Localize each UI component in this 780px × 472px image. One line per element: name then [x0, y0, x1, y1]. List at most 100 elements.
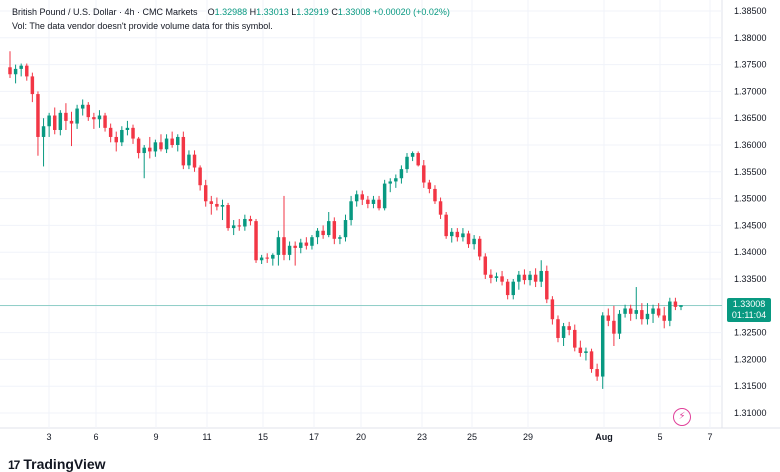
candle-body[interactable]: [103, 115, 107, 128]
candle-body[interactable]: [148, 147, 152, 152]
candle-body[interactable]: [304, 242, 309, 246]
candle-body[interactable]: [92, 117, 96, 120]
candle-body[interactable]: [181, 136, 186, 166]
candle-body[interactable]: [176, 136, 180, 145]
candle-body[interactable]: [444, 214, 448, 237]
tradingview-logo[interactable]: 17 TradingView: [8, 456, 106, 472]
candle-body[interactable]: [640, 310, 644, 320]
candle-body[interactable]: [8, 67, 12, 75]
candle-body[interactable]: [254, 221, 258, 261]
candle-body[interactable]: [483, 256, 488, 275]
candle-body[interactable]: [259, 257, 264, 261]
candle-body[interactable]: [645, 313, 650, 320]
candle-body[interactable]: [427, 182, 432, 189]
candle-body[interactable]: [349, 201, 353, 221]
candle-body[interactable]: [517, 274, 521, 282]
candle-body[interactable]: [366, 199, 370, 204]
candle-body[interactable]: [578, 347, 583, 353]
candle-body[interactable]: [522, 274, 527, 281]
candle-body[interactable]: [299, 242, 303, 248]
candle-body[interactable]: [382, 183, 387, 209]
candle-body[interactable]: [528, 274, 532, 281]
candle-body[interactable]: [600, 315, 605, 377]
candle-body[interactable]: [533, 274, 538, 282]
candle-body[interactable]: [114, 136, 118, 143]
candle-body[interactable]: [265, 257, 269, 259]
candle-body[interactable]: [539, 270, 543, 282]
candle-body[interactable]: [170, 138, 174, 145]
candle-body[interactable]: [377, 199, 381, 209]
candle-body[interactable]: [416, 153, 420, 166]
candle-body[interactable]: [326, 221, 331, 236]
candle-body[interactable]: [410, 153, 415, 157]
candle-body[interactable]: [52, 115, 57, 130]
candle-body[interactable]: [209, 201, 214, 204]
candle-body[interactable]: [612, 320, 616, 334]
candle-body[interactable]: [159, 142, 163, 150]
candle-body[interactable]: [338, 237, 342, 239]
candle-body[interactable]: [293, 245, 297, 248]
candle-body[interactable]: [634, 310, 639, 314]
candle-body[interactable]: [617, 313, 622, 334]
candle-body[interactable]: [628, 308, 633, 314]
candle-body[interactable]: [472, 238, 476, 245]
candle-body[interactable]: [422, 165, 426, 183]
candle-body[interactable]: [623, 308, 627, 314]
candle-body[interactable]: [164, 138, 169, 150]
candle-body[interactable]: [237, 225, 241, 227]
candle-body[interactable]: [108, 127, 113, 137]
candle-body[interactable]: [584, 351, 588, 353]
candle-body[interactable]: [215, 203, 219, 207]
candle-body[interactable]: [505, 281, 510, 296]
candle-body[interactable]: [595, 369, 599, 377]
candle-body[interactable]: [86, 104, 91, 118]
candle-body[interactable]: [673, 301, 678, 307]
candle-body[interactable]: [243, 218, 247, 227]
candle-body[interactable]: [47, 115, 51, 127]
candle-body[interactable]: [64, 112, 68, 121]
candle-body[interactable]: [477, 238, 482, 257]
candle-body[interactable]: [282, 237, 286, 255]
candle-body[interactable]: [662, 315, 666, 321]
candle-body[interactable]: [36, 94, 40, 137]
candle-body[interactable]: [589, 351, 594, 370]
lightning-icon[interactable]: ⚡: [673, 408, 691, 426]
candle-body[interactable]: [125, 127, 130, 130]
candle-body[interactable]: [187, 154, 191, 166]
candle-body[interactable]: [226, 205, 230, 229]
candle-body[interactable]: [438, 201, 443, 215]
candle-body[interactable]: [321, 230, 325, 236]
candles[interactable]: [8, 51, 683, 389]
candle-body[interactable]: [153, 142, 158, 152]
candle-body[interactable]: [561, 326, 566, 338]
candle-body[interactable]: [394, 178, 398, 182]
candle-body[interactable]: [494, 276, 499, 278]
candle-body[interactable]: [192, 154, 197, 168]
candle-body[interactable]: [656, 308, 661, 316]
candle-body[interactable]: [142, 147, 146, 154]
candle-body[interactable]: [231, 225, 236, 229]
candle-body[interactable]: [310, 237, 314, 246]
candle-body[interactable]: [405, 156, 409, 170]
candle-body[interactable]: [455, 231, 460, 238]
candle-body[interactable]: [120, 129, 124, 143]
candle-body[interactable]: [550, 299, 555, 320]
candle-body[interactable]: [343, 220, 348, 238]
candle-body[interactable]: [489, 274, 493, 278]
candle-body[interactable]: [606, 315, 611, 321]
candle-body[interactable]: [556, 319, 560, 338]
candle-body[interactable]: [203, 185, 208, 202]
time-axis[interactable]: 3 6 9 11 15 17 20 23 25 29 Aug 5 7: [46, 432, 712, 442]
candle-body[interactable]: [668, 301, 672, 321]
candle-body[interactable]: [30, 76, 35, 95]
candle-body[interactable]: [466, 233, 471, 245]
candle-body[interactable]: [136, 138, 141, 154]
candle-body[interactable]: [58, 112, 63, 130]
candle-body[interactable]: [75, 108, 79, 124]
candle-body[interactable]: [545, 270, 549, 300]
candle-body[interactable]: [500, 276, 504, 282]
candle-body[interactable]: [433, 188, 437, 202]
candle-body[interactable]: [198, 167, 202, 186]
candle-body[interactable]: [287, 245, 292, 255]
